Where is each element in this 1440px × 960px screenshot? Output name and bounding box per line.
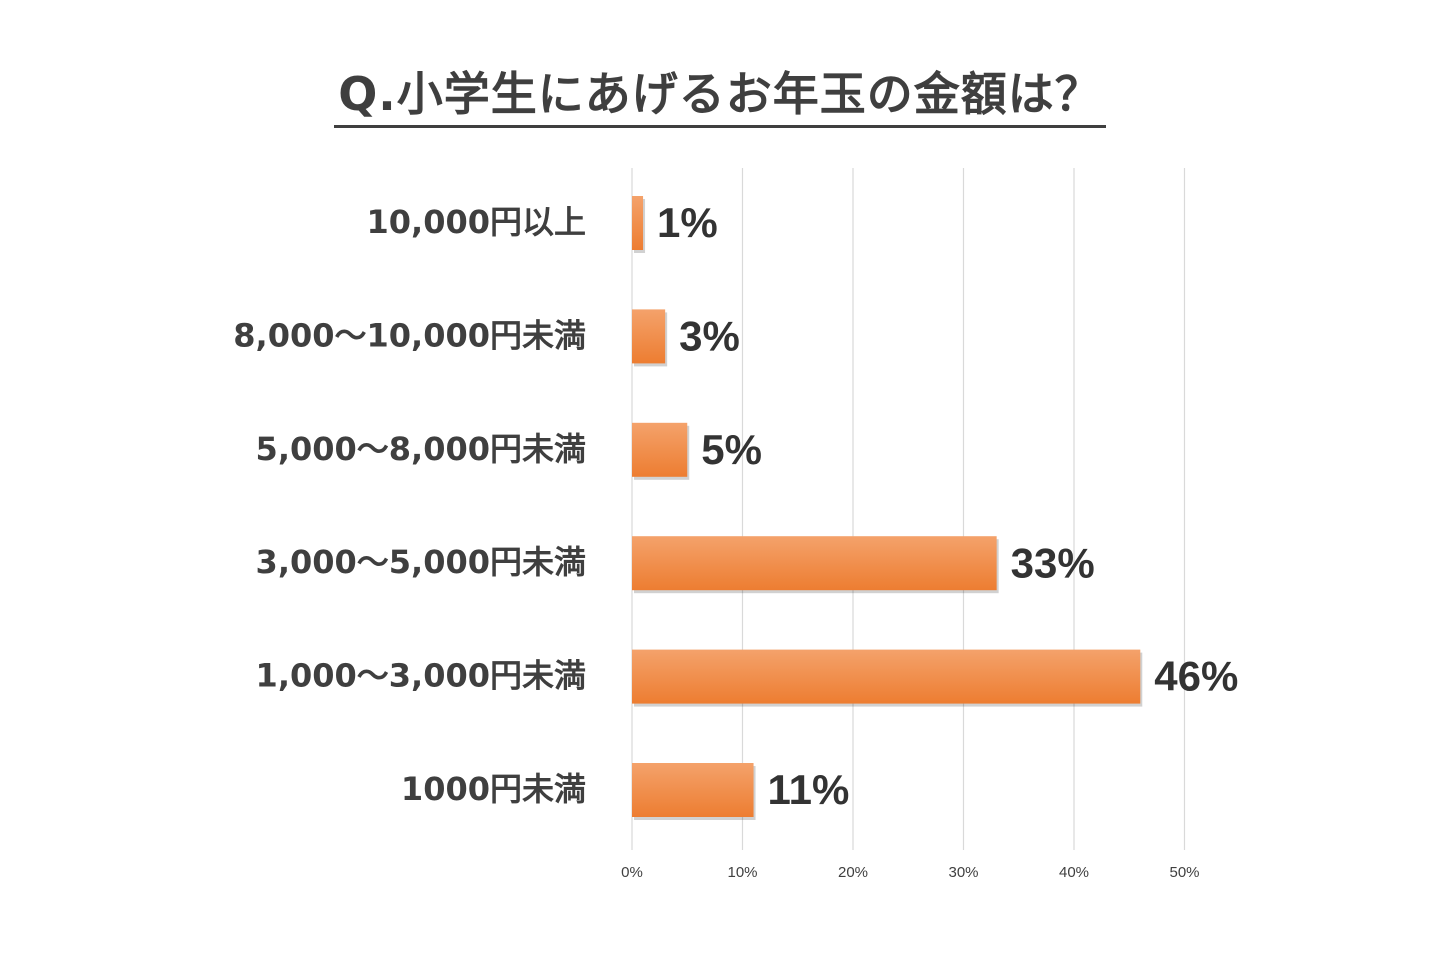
value-label: 5% xyxy=(701,426,762,473)
gridlines xyxy=(631,168,1186,850)
x-tick-label: 40% xyxy=(1059,864,1089,881)
value-labels: 1% 3% 5% 33% 46% 11% xyxy=(657,199,1238,813)
category-label: 10,000円以上 xyxy=(367,203,587,241)
bar xyxy=(632,309,666,364)
bars xyxy=(632,196,1143,820)
bar xyxy=(632,422,688,477)
category-label: 5,000～8,000円未満 xyxy=(256,430,586,468)
bar xyxy=(632,649,1141,704)
category-label: 1,000～3,000円未満 xyxy=(256,657,586,695)
x-tick-label: 10% xyxy=(727,864,757,881)
x-tick-label: 0% xyxy=(621,864,643,881)
category-label: 3,000～5,000円未満 xyxy=(256,543,586,581)
value-label: 11% xyxy=(768,766,850,813)
x-tick-labels: 0% 10% 20% 30% 40% 50% xyxy=(621,864,1199,881)
x-tick-label: 20% xyxy=(838,864,868,881)
bar xyxy=(632,196,644,250)
value-label: 3% xyxy=(679,312,740,359)
value-label: 46% xyxy=(1154,653,1238,700)
value-label: 33% xyxy=(1011,539,1095,586)
category-labels: 10,000円以上 8,000～10,000円未満 5,000～8,000円未満 3,… xyxy=(233,203,586,808)
chart-title-wrap: Q.小学生にあげるお年玉の金額は？ xyxy=(0,68,1440,128)
value-label: 1% xyxy=(657,199,718,246)
bar xyxy=(632,763,754,817)
bar xyxy=(632,536,997,591)
category-label: 8,000～10,000円未満 xyxy=(233,316,586,354)
category-label: 1000円未満 xyxy=(401,770,586,808)
x-tick-label: 50% xyxy=(1169,864,1199,881)
chart-title: Q.小学生にあげるお年玉の金額は？ xyxy=(334,68,1106,128)
x-tick-label: 30% xyxy=(948,864,978,881)
